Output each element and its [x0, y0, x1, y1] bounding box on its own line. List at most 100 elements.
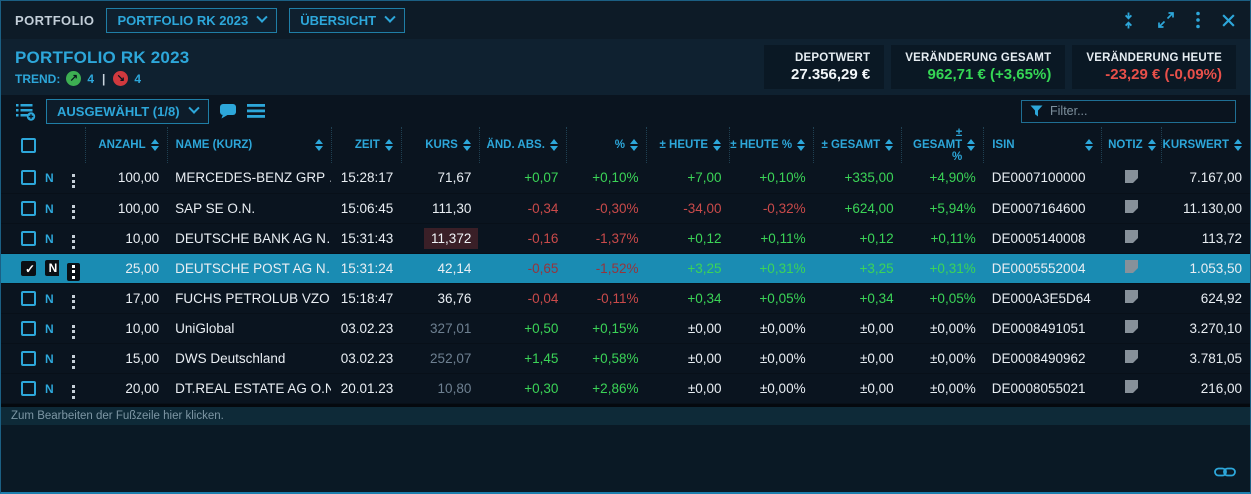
- portfolio-selector-dropdown[interactable]: PORTFOLIO RK 2023: [106, 7, 278, 33]
- trend-label: TREND:: [15, 71, 61, 86]
- table-body: N 100,00 MERCEDES-BENZ GRP … 15:28:17 71…: [1, 163, 1250, 404]
- n-flag[interactable]: N: [45, 351, 54, 366]
- row-checkbox[interactable]: [21, 350, 36, 366]
- sort-icon: [462, 139, 471, 152]
- col-header-heute[interactable]: ± HEUTE: [645, 127, 730, 164]
- cell-heute: +0,12: [687, 230, 722, 246]
- row-menu-icon[interactable]: [67, 172, 80, 190]
- cell-notiz: [1102, 313, 1162, 343]
- note-icon[interactable]: [1125, 169, 1139, 183]
- stat-label: VERÄNDERUNG GESAMT: [905, 52, 1052, 64]
- row-checkbox[interactable]: [21, 230, 36, 246]
- cell-kurswert: 11.130,00: [1182, 200, 1242, 216]
- chat-icon[interactable]: [219, 103, 237, 119]
- sort-icon: [885, 139, 894, 152]
- cell-kurs: 42,14: [437, 260, 472, 276]
- cell-isin: DE0007100000: [991, 170, 1086, 186]
- row-menu-icon[interactable]: [67, 323, 80, 341]
- row-menu-icon[interactable]: [67, 383, 80, 401]
- cell-kurswert: 113,72: [1201, 230, 1242, 246]
- col-header-isin[interactable]: ISIN: [983, 127, 1102, 164]
- col-header-aend-abs[interactable]: ÄND. ABS.: [478, 127, 567, 164]
- cell-kurswert: 7.167,00: [1189, 170, 1242, 186]
- filter-input[interactable]: [1050, 104, 1227, 118]
- footer-edit-hint[interactable]: Zum Bearbeiten der Fußzeile hier klicken…: [1, 406, 1250, 425]
- cell-heute: ±0,00: [687, 350, 722, 366]
- n-flag[interactable]: N: [45, 231, 54, 246]
- col-header-zeit[interactable]: ZEIT: [330, 127, 402, 164]
- col-header-notiz[interactable]: NOTIZ: [1101, 127, 1162, 164]
- cell-aend-abs: +0,50: [524, 320, 559, 336]
- cell-anzahl: 100,00: [117, 170, 160, 186]
- n-flag[interactable]: N: [45, 260, 60, 277]
- row-menu-icon[interactable]: [67, 293, 80, 311]
- link-icon[interactable]: [1214, 465, 1236, 484]
- sort-icon: [967, 139, 976, 152]
- table-row[interactable]: N 10,00 UniGlobal 03.02.23 327,01 +0,50 …: [1, 313, 1250, 344]
- sort-icon: [629, 139, 638, 152]
- view-selector-dropdown[interactable]: ÜBERSICHT: [289, 7, 406, 33]
- table-row[interactable]: N 100,00 MERCEDES-BENZ GRP … 15:28:17 71…: [1, 163, 1250, 194]
- col-header-name[interactable]: NAME (KURZ): [166, 127, 332, 164]
- row-checkbox[interactable]: [21, 170, 36, 186]
- col-header-heute-pct[interactable]: ± HEUTE %: [729, 127, 814, 164]
- row-menu-icon[interactable]: [67, 262, 81, 281]
- n-flag[interactable]: N: [45, 321, 54, 336]
- col-header-gesamt-pct[interactable]: ± GESAMT %: [901, 127, 984, 164]
- portfolio-summary: PORTFOLIO RK 2023 TREND: ↗ 4 | ↘ 4 DEPOT…: [1, 39, 1250, 95]
- col-header-gesamt[interactable]: ± GESAMT: [813, 127, 902, 164]
- row-checkbox[interactable]: [21, 320, 36, 336]
- window-menu-icon[interactable]: [1195, 11, 1201, 29]
- note-icon[interactable]: [1125, 260, 1139, 274]
- table-row[interactable]: N 10,00 DEUTSCHE BANK AG N… 15:31:43 11,…: [1, 223, 1250, 254]
- row-checkbox[interactable]: [21, 260, 36, 276]
- note-icon[interactable]: [1125, 200, 1139, 214]
- collapse-vertical-icon[interactable]: [1120, 12, 1137, 29]
- row-checkbox[interactable]: [21, 200, 36, 216]
- col-header-pct[interactable]: %: [565, 127, 647, 164]
- table-row[interactable]: N 100,00 SAP SE O.N. 15:06:45 111,30 -0,…: [1, 193, 1250, 224]
- row-checkbox[interactable]: [21, 290, 36, 306]
- cell-zeit: 20.01.23: [340, 380, 394, 396]
- col-header-kurs[interactable]: KURS: [400, 127, 480, 164]
- row-menu-icon[interactable]: [67, 353, 80, 371]
- cell-aend-abs: +1,45: [524, 350, 559, 366]
- table-row[interactable]: N 15,00 DWS Deutschland 03.02.23 252,07 …: [1, 343, 1250, 374]
- table-row[interactable]: N 25,00 DEUTSCHE POST AG N… 15:31:24 42,…: [1, 253, 1250, 284]
- expand-icon[interactable]: [1157, 11, 1175, 29]
- note-icon[interactable]: [1125, 230, 1139, 244]
- note-icon[interactable]: [1125, 350, 1139, 364]
- n-flag[interactable]: N: [45, 291, 54, 306]
- n-flag[interactable]: N: [45, 171, 54, 186]
- note-icon[interactable]: [1125, 290, 1139, 304]
- cell-gesamt: ±0,00: [859, 380, 894, 396]
- cell-gesamt: +335,00: [844, 170, 894, 186]
- n-flag[interactable]: N: [45, 201, 54, 216]
- col-header-anzahl[interactable]: ANZAHL: [84, 127, 168, 164]
- cell-anzahl: 17,00: [125, 290, 160, 306]
- note-icon[interactable]: [1125, 320, 1139, 334]
- stat-value: -23,29 € (-0,09%): [1105, 66, 1222, 83]
- sort-icon: [1085, 139, 1094, 152]
- col-header-kurswert[interactable]: KURSWERT: [1161, 127, 1250, 164]
- filter-box[interactable]: [1021, 99, 1236, 123]
- cell-heute-pct: -0,32%: [762, 200, 806, 216]
- n-flag[interactable]: N: [45, 381, 54, 396]
- add-to-list-icon[interactable]: [15, 102, 36, 121]
- cell-name: DT.REAL ESTATE AG O.N.: [175, 380, 332, 396]
- positions-table: ANZAHL NAME (KURZ) ZEIT KURS ÄND. ABS. %…: [1, 127, 1250, 404]
- cell-gesamt-pct: +4,90%: [929, 170, 976, 186]
- selection-dropdown[interactable]: AUSGEWÄHLT (1/8): [46, 98, 209, 124]
- cell-pct: +0,15%: [592, 320, 639, 336]
- note-icon[interactable]: [1125, 380, 1139, 394]
- row-menu-icon[interactable]: [67, 203, 80, 221]
- menu-icon[interactable]: [246, 104, 265, 118]
- table-row[interactable]: N 17,00 FUCHS PETROLUB VZO … 15:18:47 36…: [1, 283, 1250, 314]
- table-row[interactable]: N 20,00 DT.REAL ESTATE AG O.N. 20.01.23 …: [1, 373, 1250, 404]
- close-icon[interactable]: [1221, 13, 1236, 28]
- row-menu-icon[interactable]: [67, 233, 80, 251]
- row-checkbox[interactable]: [21, 380, 36, 396]
- footer-hint-text: Zum Bearbeiten der Fußzeile hier klicken…: [11, 409, 224, 422]
- select-all-checkbox[interactable]: [21, 137, 36, 153]
- cell-kurs: 111,30: [432, 200, 472, 216]
